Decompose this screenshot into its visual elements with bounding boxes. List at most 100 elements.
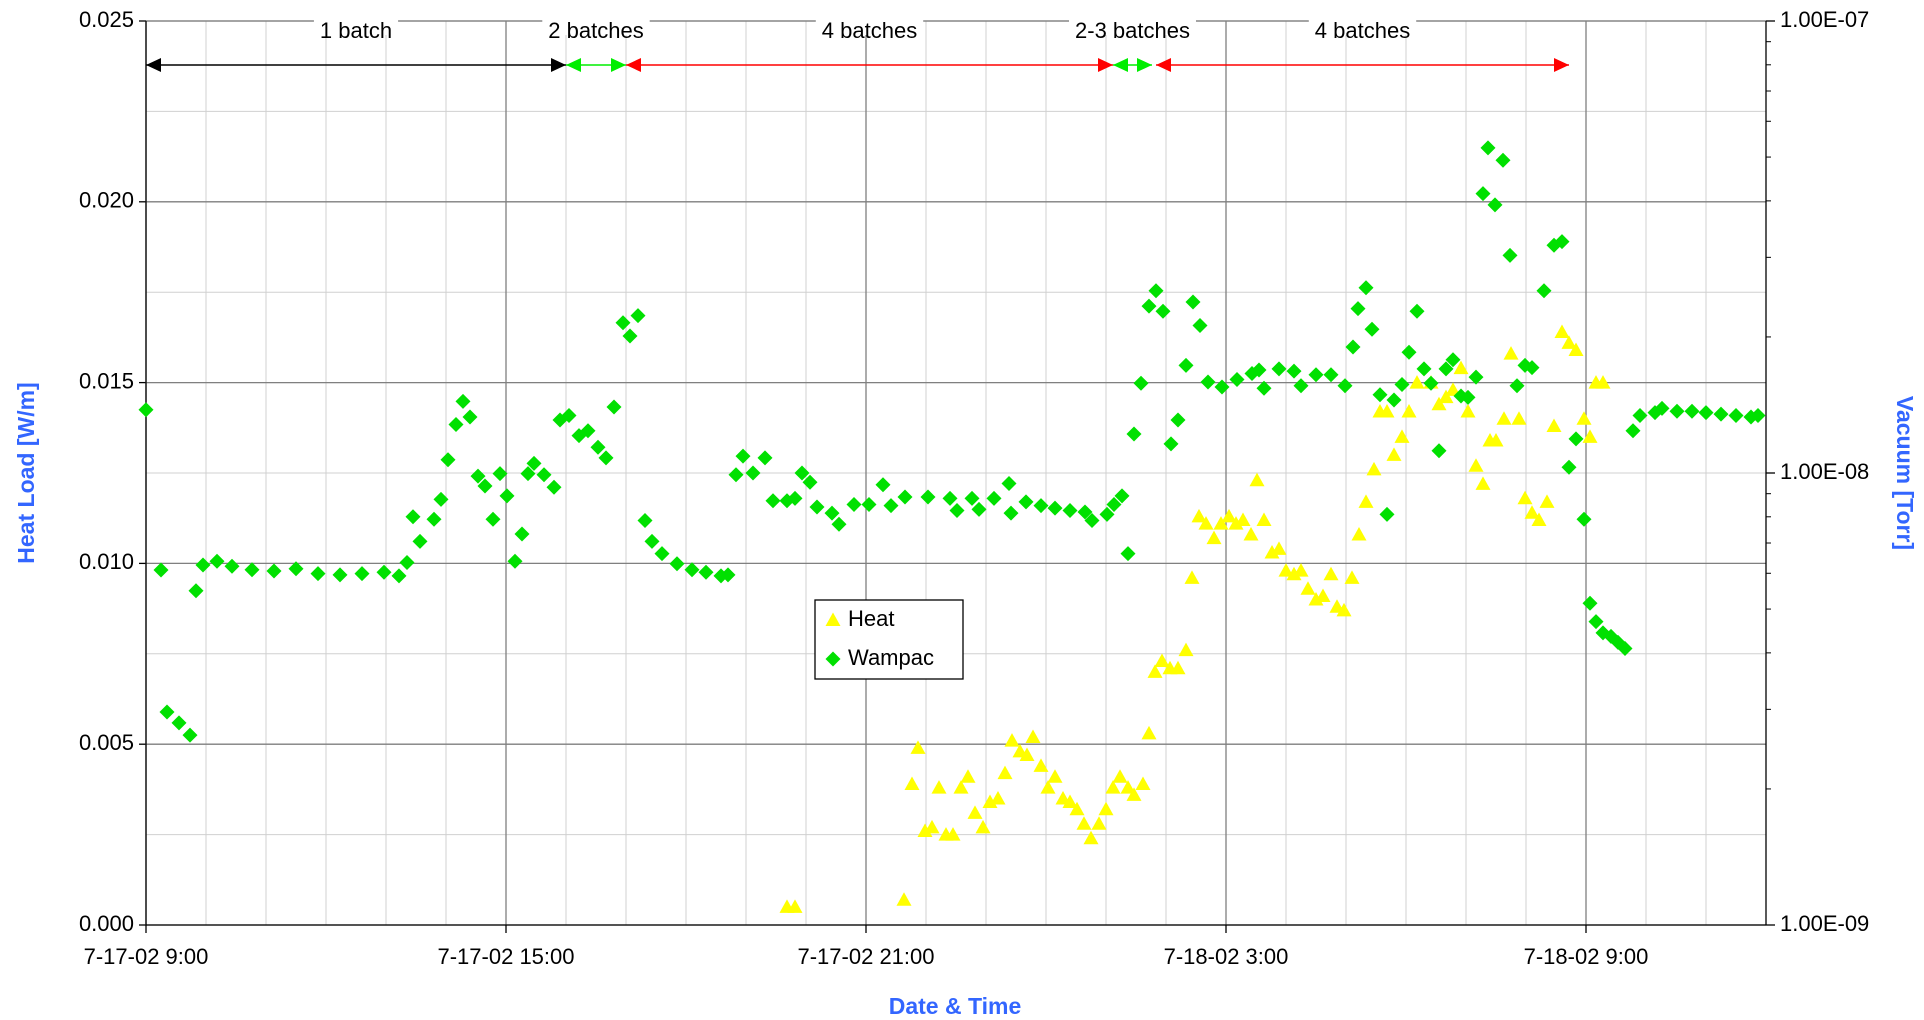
data-point <box>1468 369 1484 385</box>
data-point <box>1750 408 1766 424</box>
data-point <box>1018 494 1034 510</box>
data-point <box>1308 367 1324 383</box>
data-point <box>1416 361 1432 377</box>
data-point <box>897 489 913 505</box>
annotation-label: 4 batches <box>1315 18 1410 43</box>
data-point <box>1576 411 1592 425</box>
arrow-head <box>1554 58 1569 72</box>
data-point <box>945 827 961 841</box>
data-point <box>1271 541 1287 555</box>
data-point <box>1536 283 1552 299</box>
data-point <box>1669 403 1685 419</box>
data-point <box>1561 335 1577 349</box>
data-point <box>514 526 530 542</box>
data-point <box>1126 426 1142 442</box>
data-point <box>440 452 456 468</box>
data-point <box>1178 642 1194 657</box>
data-point <box>1154 653 1170 668</box>
data-point <box>1155 303 1171 319</box>
data-point <box>266 563 282 579</box>
data-point <box>288 561 304 577</box>
data-point <box>917 823 933 837</box>
data-point <box>1524 360 1540 376</box>
data-point <box>967 805 983 819</box>
data-point <box>1372 387 1388 403</box>
data-point <box>1401 344 1417 360</box>
annotation-label-bg <box>313 9 399 35</box>
data-point <box>561 408 577 424</box>
data-point <box>831 516 847 532</box>
data-point <box>1112 769 1128 783</box>
y-axis-title: Heat Load [W/m] <box>13 382 39 563</box>
data-point <box>1554 324 1570 338</box>
data-point <box>376 564 392 580</box>
data-point <box>1286 566 1302 581</box>
data-point <box>1323 367 1339 383</box>
annotation-label: 2 batches <box>548 18 643 43</box>
data-point <box>1099 506 1115 522</box>
data-point <box>1120 546 1136 562</box>
x-tick-label: 7-17-02 21:00 <box>798 944 935 969</box>
data-point <box>1256 512 1272 527</box>
data-point <box>745 465 761 481</box>
data-point <box>188 583 204 599</box>
data-point <box>492 466 508 482</box>
data-point <box>1084 513 1100 529</box>
data-point <box>1588 614 1604 630</box>
data-point <box>1554 234 1570 250</box>
data-point <box>949 503 965 519</box>
data-point <box>1069 801 1085 816</box>
data-point <box>1214 379 1230 395</box>
data-point <box>896 892 912 906</box>
data-point <box>1582 595 1598 611</box>
data-point <box>794 465 810 481</box>
data-point <box>412 533 428 549</box>
data-point <box>1185 294 1201 310</box>
y-tick-label: 0.025 <box>79 7 134 32</box>
data-point <box>787 490 803 506</box>
annotation-label: 1 batch <box>320 18 392 43</box>
data-point <box>536 467 552 483</box>
data-point <box>1423 375 1439 391</box>
data-point <box>1496 411 1512 425</box>
arrow-head <box>566 58 581 72</box>
x-tick-label: 7-17-02 9:00 <box>84 944 209 969</box>
data-point <box>1091 816 1107 830</box>
data-point <box>684 562 700 578</box>
data-point <box>1114 488 1130 504</box>
data-point <box>669 556 685 572</box>
data-point <box>1308 592 1324 606</box>
data-point <box>637 513 653 529</box>
data-point <box>1243 526 1259 541</box>
data-point <box>520 466 536 482</box>
data-point <box>1337 378 1353 394</box>
data-point <box>546 479 562 495</box>
data-point <box>606 399 622 415</box>
y2-tick-label: 1.00E-08 <box>1780 459 1869 484</box>
data-point <box>1503 346 1519 360</box>
data-point <box>1213 516 1229 530</box>
data-point <box>802 474 818 490</box>
data-point <box>1184 570 1200 584</box>
data-point <box>1561 459 1577 475</box>
data-point <box>824 505 840 521</box>
annotation-label-bg <box>542 9 650 35</box>
data-point <box>1251 362 1267 378</box>
data-point <box>1228 516 1244 530</box>
data-point <box>153 562 169 578</box>
data-point <box>1511 411 1527 425</box>
data-point <box>209 553 225 569</box>
y2-tick-label: 1.00E-07 <box>1780 7 1869 32</box>
x-tick-label: 7-18-02 3:00 <box>1164 944 1289 969</box>
data-point <box>615 315 631 331</box>
data-point <box>182 727 198 743</box>
data-point <box>1394 429 1410 443</box>
data-point <box>1300 581 1316 595</box>
data-point <box>809 499 825 515</box>
data-point <box>942 490 958 506</box>
data-point <box>1502 247 1518 263</box>
arrow-head <box>146 58 161 72</box>
data-point <box>1409 303 1425 319</box>
data-point <box>875 477 891 493</box>
